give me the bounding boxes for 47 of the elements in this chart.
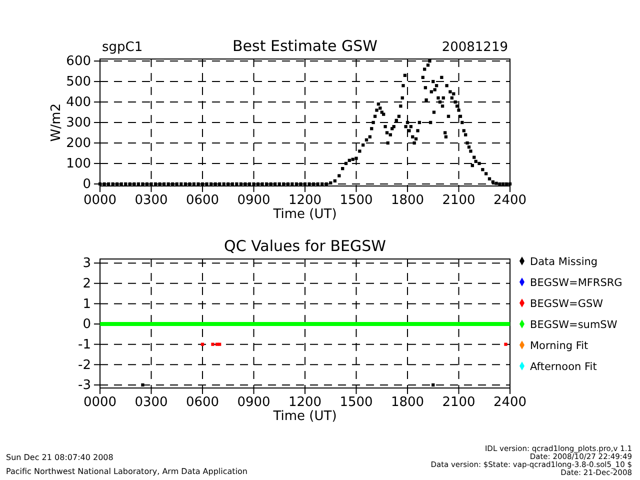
y-tick-label: 500 <box>66 74 91 90</box>
y-tick-label: 300 <box>66 116 91 131</box>
x-tick-label: 1800 <box>390 193 424 208</box>
x-tick-label: 2100 <box>442 395 476 410</box>
text: sgpC1 <box>102 40 143 55</box>
y-tick-label: 600 <box>66 54 91 70</box>
x-tick-label: 0600 <box>186 395 220 410</box>
y-tick-label: 0 <box>82 177 91 192</box>
y-tick-label: 0 <box>82 317 91 332</box>
y-tick-label: 3 <box>82 256 91 272</box>
x-tick-label: 0300 <box>134 193 168 208</box>
chart-title: QC Values for BEGSW <box>224 237 386 255</box>
text: 20081219 <box>442 40 508 55</box>
x-tick-label: 2100 <box>442 193 476 208</box>
y-tick-label: 200 <box>66 136 91 152</box>
y-tick-label: 400 <box>66 95 91 110</box>
x-tick-label: 0600 <box>186 193 220 208</box>
y-tick-label: -2 <box>78 358 91 373</box>
legend-label: Morning Fit <box>530 340 588 352</box>
y-tick-label: 1 <box>82 296 91 312</box>
x-tick-label: 0900 <box>237 395 270 410</box>
x-tick-label: 2400 <box>493 395 527 410</box>
x-tick-label: 1200 <box>288 395 322 410</box>
x-tick-label: 0300 <box>134 395 168 410</box>
y-tick-label: -1 <box>78 337 91 352</box>
x-tick-label: 0000 <box>83 193 117 208</box>
x-tick-label: 1500 <box>340 193 373 208</box>
x-axis-title: Time (UT) <box>272 409 337 424</box>
x-tick-label: 1800 <box>390 395 424 410</box>
text: Sun Dec 21 08:07:40 2008 <box>6 453 114 462</box>
x-tick-label: 2400 <box>493 193 527 208</box>
legend-label: Data Missing <box>530 256 598 268</box>
y-tick-label: 2 <box>82 276 91 292</box>
x-axis-title: Time (UT) <box>272 207 337 222</box>
y-axis-title: W/m2 <box>49 103 64 142</box>
legend-label: Afternoon Fit <box>530 361 597 373</box>
x-tick-label: 0900 <box>237 193 270 208</box>
legend-label: BEGSW=GSW <box>530 298 604 310</box>
chart-title: Best Estimate GSW <box>232 37 378 55</box>
x-tick-label: 1500 <box>340 395 373 410</box>
x-tick-label: 0000 <box>83 395 117 410</box>
x-tick-label: 1200 <box>288 193 322 208</box>
legend-label: BEGSW=MFRSRG <box>530 277 622 289</box>
y-tick-label: 100 <box>66 156 91 172</box>
y-tick-label: -3 <box>78 378 91 394</box>
text: Pacific Northwest National Laboratory, Arm Data Application <box>6 467 248 476</box>
legend-label: BEGSW=sumSW <box>530 319 618 331</box>
